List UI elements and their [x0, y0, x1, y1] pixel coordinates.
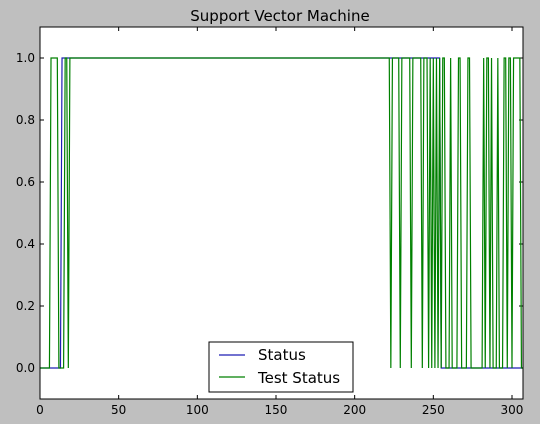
- axis-ticks: 0 50 100 150 200 250 300 0.0 0.2 0.4 0.6 0.8 1.0: [16, 27, 524, 417]
- y-tick-label: 0.6: [16, 175, 35, 189]
- legend-box: [208, 341, 354, 393]
- series-line-test-status: [40, 57, 523, 369]
- legend-label-status: Status: [258, 346, 306, 364]
- x-tick-label: 300: [501, 403, 524, 417]
- x-tick-label: 250: [422, 403, 445, 417]
- y-tick-label: 0.4: [16, 237, 35, 251]
- x-tick-label: 200: [343, 403, 366, 417]
- x-tick-label: 50: [111, 403, 126, 417]
- y-tick-label: 0.0: [16, 361, 35, 375]
- y-tick-label: 0.2: [16, 299, 35, 313]
- y-tick-label: 1.0: [16, 51, 35, 65]
- y-tick-label: 0.8: [16, 113, 35, 127]
- legend-label-test-status: Test Status: [257, 369, 340, 387]
- series-lines: [40, 57, 523, 369]
- x-tick-label: 100: [186, 403, 209, 417]
- legend: Status Test Status: [208, 341, 354, 393]
- x-tick-label: 0: [36, 403, 44, 417]
- x-tick-label: 150: [265, 403, 288, 417]
- plot-frame: [39, 26, 524, 400]
- chart-title: Support Vector Machine: [190, 7, 369, 25]
